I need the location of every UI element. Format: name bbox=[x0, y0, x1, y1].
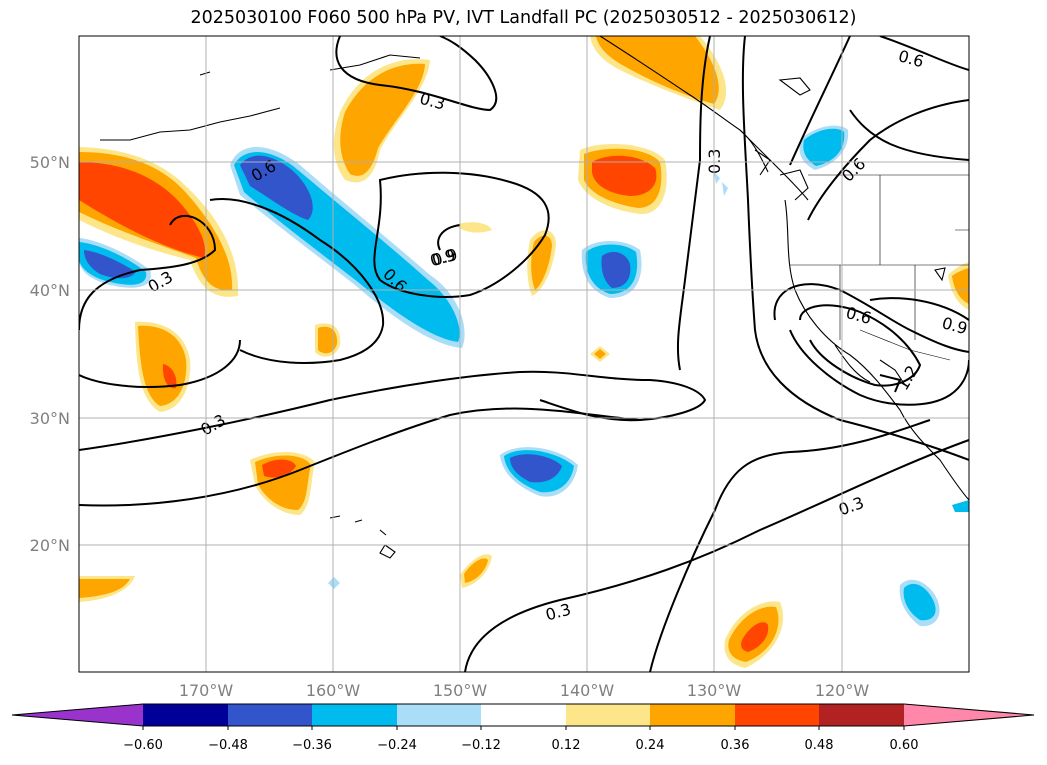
colorbar-tick-label: −0.24 bbox=[377, 738, 417, 753]
lon-tick-label: 150°W bbox=[433, 681, 488, 700]
gridlines bbox=[79, 36, 969, 672]
contour-lines bbox=[79, 36, 969, 672]
positive-orange-small-5 bbox=[464, 558, 488, 583]
lat-tick-label: 20°N bbox=[30, 536, 70, 555]
lon-tick-label: 130°W bbox=[687, 681, 742, 700]
negative-blue-main bbox=[240, 155, 313, 220]
colorbar-swatch bbox=[735, 704, 819, 726]
colorbar-swatch bbox=[650, 704, 735, 726]
colorbar-tick-label: 0.24 bbox=[636, 738, 665, 753]
negative-anomaly-edge bbox=[952, 500, 969, 512]
negative-blue-w bbox=[84, 250, 136, 279]
positive-red-hawaii-w bbox=[262, 459, 296, 478]
colorbar-swatch bbox=[312, 704, 397, 726]
colorbar-swatch bbox=[566, 704, 650, 726]
positive-orange-sw bbox=[79, 579, 130, 598]
colorbar-ticks bbox=[142, 726, 905, 730]
negative-cyan-se bbox=[903, 583, 936, 621]
lat-tick-labels: 50°N 40°N 30°N 20°N bbox=[30, 153, 70, 555]
colorbar-tick-label: 0.36 bbox=[721, 738, 750, 753]
lon-tick-label: 140°W bbox=[560, 681, 615, 700]
lat-tick-label: 50°N bbox=[30, 153, 70, 172]
colorbar-tick-label: −0.36 bbox=[292, 738, 332, 753]
colorbar-swatches bbox=[11, 703, 1035, 727]
lat-tick-label: 40°N bbox=[30, 281, 70, 300]
positive-red-se bbox=[741, 622, 769, 652]
colorbar-tick-label: 0.60 bbox=[890, 738, 919, 753]
colorbar-swatch bbox=[12, 704, 143, 726]
negative-anomaly-small bbox=[714, 172, 720, 184]
plot-frame bbox=[78, 35, 970, 673]
positive-orange-edge bbox=[952, 268, 969, 304]
positive-orange-gulf bbox=[340, 63, 425, 176]
colorbar-tick-label: −0.60 bbox=[123, 738, 163, 753]
positive-red-center-north bbox=[592, 155, 657, 196]
colorbar-swatch bbox=[904, 704, 1034, 726]
colorbar-tick-label: 0.48 bbox=[805, 738, 834, 753]
colorbar-tick-label: −0.48 bbox=[208, 738, 248, 753]
negative-blue-center bbox=[601, 251, 631, 288]
lon-tick-label: 120°W bbox=[815, 681, 870, 700]
positive-anomaly-small-3 bbox=[455, 222, 492, 233]
positive-red-w bbox=[162, 364, 177, 389]
negative-anomaly-dot bbox=[328, 577, 340, 589]
positive-orange-small-2 bbox=[318, 326, 338, 354]
lat-tick-label: 30°N bbox=[30, 409, 70, 428]
colorbar: −0.60 −0.48 −0.36 −0.24 −0.12 0.12 0.24 … bbox=[11, 703, 1035, 753]
colorbar-swatch bbox=[228, 704, 312, 726]
colorbar-tick-label: 0.12 bbox=[552, 738, 581, 753]
lon-tick-label: 170°W bbox=[179, 681, 234, 700]
coastlines bbox=[100, 36, 969, 559]
positive-orange-small-4 bbox=[594, 349, 606, 359]
map-title: 2025030100 F060 500 hPa PV, IVT Landfall… bbox=[190, 8, 857, 28]
positive-orange-small-1 bbox=[531, 235, 552, 290]
colorbar-swatch bbox=[143, 704, 228, 726]
colorbar-tick-label: −0.12 bbox=[461, 738, 501, 753]
negative-anomaly-small-2 bbox=[722, 182, 728, 196]
lon-tick-label: 160°W bbox=[306, 681, 361, 700]
colorbar-swatch bbox=[481, 704, 566, 726]
negative-cyan-bc bbox=[803, 128, 845, 166]
negative-blue-hawaii bbox=[510, 454, 562, 483]
colorbar-swatch bbox=[397, 704, 481, 726]
colorbar-swatch bbox=[819, 704, 904, 726]
lon-tick-labels: 170°W 160°W 150°W 140°W 130°W 120°W bbox=[179, 681, 870, 700]
colorbar-tick-labels: −0.60 −0.48 −0.36 −0.24 −0.12 0.12 0.24 … bbox=[123, 738, 918, 753]
positive-red-nw bbox=[79, 162, 206, 258]
